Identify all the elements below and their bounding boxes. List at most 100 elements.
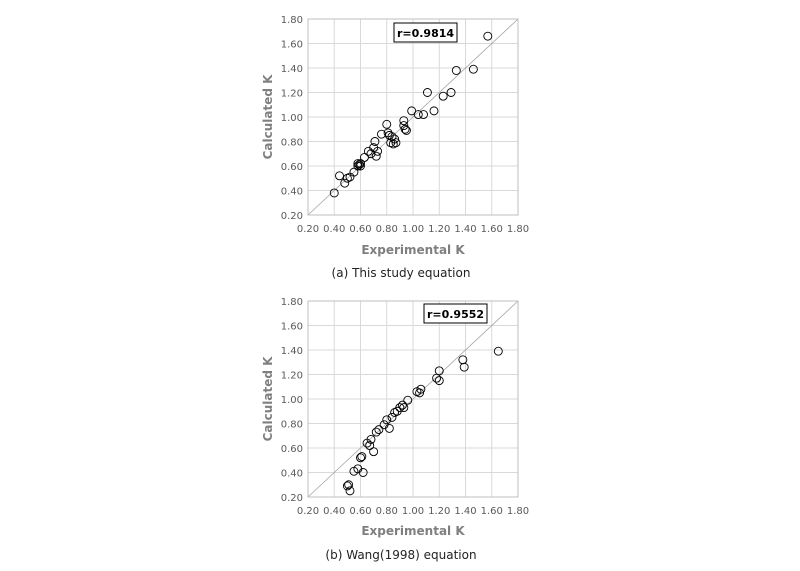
data-point [382, 119, 392, 129]
data-point [345, 486, 355, 496]
chart-wang-1998: 0.20 0.40 0.60 0.80 1.00 1.20 1.40 1.60 1.80 0.2… [261, 297, 529, 562]
data-point [353, 161, 363, 171]
data-point [422, 88, 432, 97]
data-point [399, 121, 409, 131]
data-point [400, 124, 410, 134]
data-point [390, 134, 400, 144]
data-point [387, 132, 397, 142]
y-tick-label: 0.20 [281, 211, 303, 222]
data-point [371, 427, 381, 437]
x-axis-title: Experimental K [361, 243, 465, 257]
data-point [387, 412, 397, 422]
data-point [349, 167, 359, 177]
r-annotation: r=0.9814 [393, 22, 458, 43]
data-point [356, 159, 365, 169]
chart-caption: (b) Wang(1998) equation [325, 548, 476, 562]
data-point [399, 116, 409, 126]
data-point [329, 188, 339, 198]
y-tick-label: 1.60 [281, 40, 303, 51]
data-point [344, 480, 354, 490]
x-tick-label: 1.60 [481, 506, 503, 517]
x-tick-label: 0.60 [349, 506, 371, 517]
y-tick-label: 0.80 [281, 138, 303, 149]
r-annotation-box [423, 303, 488, 324]
data-point [374, 425, 384, 435]
data-point [407, 106, 417, 116]
y-tick-label: 1.40 [281, 346, 303, 357]
data-point [459, 362, 469, 372]
data-point [384, 423, 394, 433]
data-point [413, 110, 423, 120]
plot-frame [307, 300, 519, 498]
r-annotation-text: r=0.9814 [397, 27, 454, 40]
data-point [358, 468, 368, 477]
y-axis-title: Calculated K [261, 356, 275, 442]
data-point [399, 403, 409, 413]
data-point [415, 388, 425, 398]
y-tick-label: 0.20 [281, 493, 303, 504]
data-point [403, 395, 413, 405]
data-point [356, 161, 365, 171]
y-tick-label: 1.60 [281, 322, 303, 333]
data-point [342, 481, 352, 491]
y-tick-label: 0.40 [281, 187, 303, 198]
y-tick-label: 1.40 [281, 64, 303, 75]
x-tick-label: 0.40 [323, 224, 345, 235]
data-point [365, 441, 375, 450]
data-point [335, 171, 344, 181]
data-point [357, 452, 367, 462]
data-point [429, 106, 439, 116]
data-point [458, 355, 468, 365]
plot-frame [307, 18, 519, 216]
data-point [354, 160, 364, 170]
data-point [419, 110, 428, 120]
data-point [434, 376, 444, 386]
data-point [401, 126, 411, 135]
data-point [366, 149, 376, 159]
x-tick-label: 1.60 [481, 224, 503, 235]
y-tick-label: 1.20 [281, 89, 303, 100]
y-tick-labels: 0.20 0.40 0.60 0.80 1.00 1.20 1.40 1.60 1.80 [281, 297, 303, 504]
data-point [370, 137, 380, 146]
data-point [371, 151, 381, 161]
data-point [446, 88, 456, 97]
data-points [342, 346, 503, 496]
y-tick-label: 0.40 [281, 469, 303, 480]
data-point [451, 65, 461, 75]
x-tick-labels: 0.20 0.40 0.60 0.80 1.00 1.20 1.40 1.60 1.80 [297, 506, 529, 517]
x-axis-title: Experimental K [361, 524, 465, 538]
chart-this-study: 0.20 0.40 0.60 0.80 1.00 1.20 1.40 1.60 1.80 0.2… [261, 15, 529, 280]
x-tick-label: 0.80 [376, 224, 398, 235]
y-tick-labels: 0.20 0.40 0.60 0.80 1.00 1.20 1.40 1.60 1.80 [281, 15, 303, 222]
r-annotation: r=0.9552 [423, 303, 488, 324]
r-annotation-text: r=0.9552 [427, 308, 484, 321]
y-tick-label: 0.60 [281, 162, 303, 173]
data-point [395, 403, 405, 413]
x-tick-label: 1.80 [507, 506, 529, 517]
y-tick-label: 1.00 [281, 395, 303, 406]
y-tick-label: 1.20 [281, 371, 303, 382]
data-point [345, 172, 355, 182]
x-tick-label: 1.40 [454, 224, 476, 235]
data-point [434, 366, 444, 376]
data-point [438, 91, 448, 101]
reference-line [307, 300, 519, 498]
y-tick-label: 0.60 [281, 444, 303, 455]
x-tick-label: 0.60 [349, 224, 371, 235]
data-point [483, 31, 493, 41]
data-point [468, 64, 478, 74]
x-tick-label: 1.20 [428, 224, 450, 235]
data-point [493, 346, 503, 356]
data-point [356, 453, 365, 463]
data-point [369, 447, 379, 457]
data-point [366, 434, 376, 444]
data-point [340, 178, 350, 188]
x-tick-label: 0.20 [297, 224, 319, 235]
reference-line [307, 18, 519, 216]
y-tick-label: 0.80 [281, 420, 303, 431]
y-tick-label: 1.80 [281, 15, 303, 26]
data-point [416, 384, 426, 394]
x-tick-label: 1.00 [402, 506, 424, 517]
y-tick-label: 1.00 [281, 113, 303, 124]
